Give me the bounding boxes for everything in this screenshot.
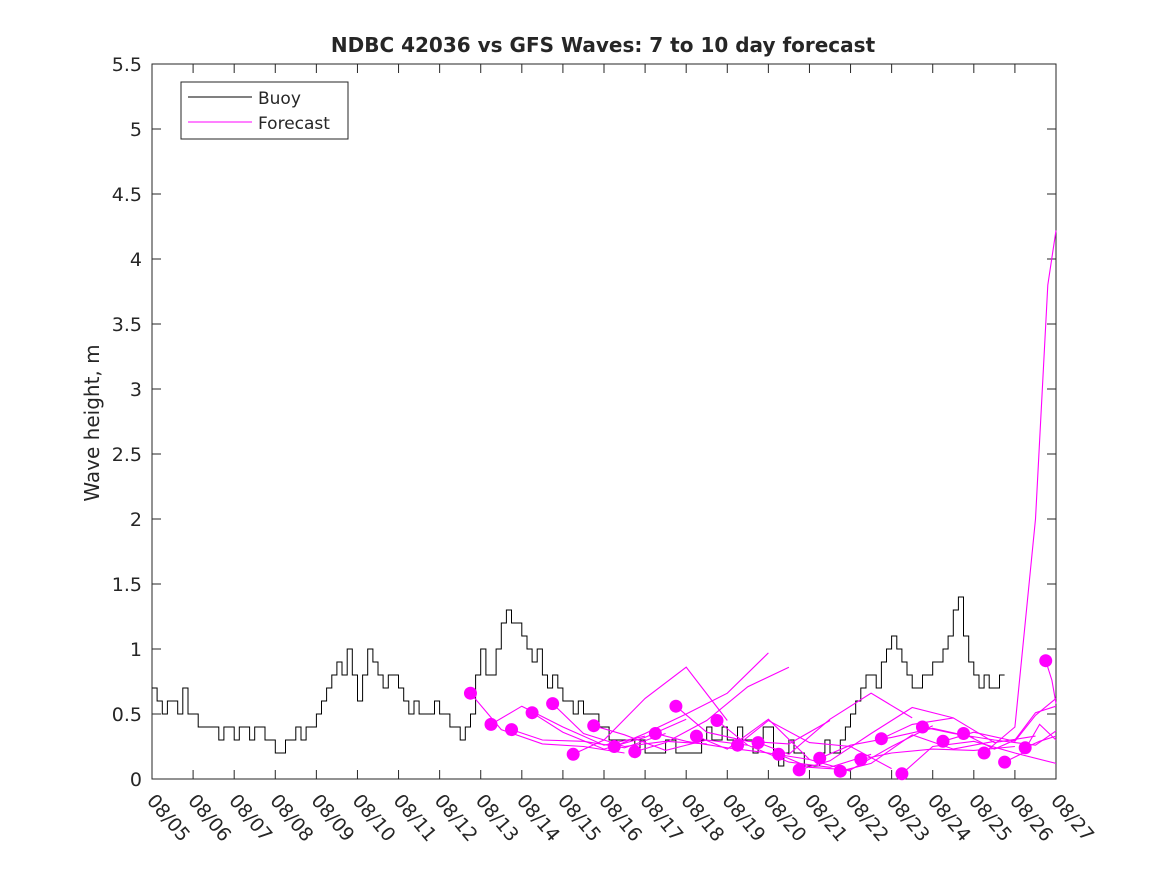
forecast-series-line [737,719,892,770]
forecast-series-line [840,734,995,772]
forecast-marker [772,747,786,761]
forecast-marker [874,732,888,746]
forecast-marker [1039,654,1053,668]
y-axis-label: Wave height, m [80,344,104,501]
forecast-series-line [593,725,748,751]
forecast-marker [833,764,847,778]
forecast-marker [731,738,745,752]
forecast-marker [710,714,724,727]
forecast-marker [505,723,519,737]
y-tick-label: 2 [130,509,142,531]
y-tick-label: 0.5 [112,704,142,726]
forecast-marker [1018,741,1032,755]
forecast-series-line [1045,660,1057,704]
forecast-series-line [819,727,974,759]
y-tick-label: 5 [130,119,142,141]
forecast-marker [484,717,498,731]
buoy-series-line [152,596,1005,767]
y-tick-label: 5.5 [112,54,142,76]
legend: Buoy Forecast [180,81,349,140]
legend-box [180,81,349,140]
forecast-marker [792,763,806,777]
forecast-series-line [614,652,769,748]
forecast-series-line [634,666,790,753]
forecast-series-line [881,717,1036,744]
legend-forecast-label: Forecast [258,114,330,134]
y-tick-label: 1 [130,639,142,661]
forecast-series-line [675,705,831,745]
y-axis: 0 0.5 1 1.5 2 2.5 3 3.5 4 4.5 5 5.5 [112,54,1056,791]
legend-buoy-label: Buoy [258,89,301,109]
forecast-marker [813,751,827,765]
series-layer [152,230,1057,775]
forecast-series-line [511,729,666,749]
forecast-marker [895,767,909,781]
forecast-marker [628,745,642,759]
forecast-marker [915,720,929,734]
y-tick-label: 1.5 [112,574,142,596]
forecast-series-line [963,705,1057,750]
forecast-marker [587,719,601,733]
forecast-marker [566,747,580,761]
plot-area [151,63,1057,780]
forecast-marker [525,706,539,720]
y-tick-label: 3.5 [112,314,142,336]
y-tick-label: 3 [130,379,142,401]
forecast-series-line [1004,723,1057,763]
forecast-series-line [901,740,1057,775]
forecast-marker [936,734,950,748]
y-tick-label: 0 [130,769,142,791]
chart-title: NDBC 42036 vs GFS Waves: 7 to 10 day for… [331,33,876,57]
forecast-marker [854,753,868,766]
forecast-series-line [716,720,872,768]
forecast-marker [751,736,765,750]
y-tick-label: 2.5 [112,444,142,466]
forecast-marker [669,699,683,713]
forecast-marker [957,727,971,740]
forecast-series-line [572,666,728,755]
forecast-marker [648,727,662,740]
forecast-series-line [552,703,707,748]
forecast-marker [977,746,991,760]
forecast-marker [689,729,703,743]
y-tick-label: 4 [130,249,142,271]
forecast-series-line [470,692,625,754]
forecast-marker [546,697,560,711]
forecast-marker [607,740,621,753]
forecast-marker [998,755,1012,769]
forecast-series-line [983,230,1057,754]
forecast-markers [463,654,1053,781]
y-tick-label: 4.5 [112,184,142,206]
forecast-marker [463,686,477,700]
